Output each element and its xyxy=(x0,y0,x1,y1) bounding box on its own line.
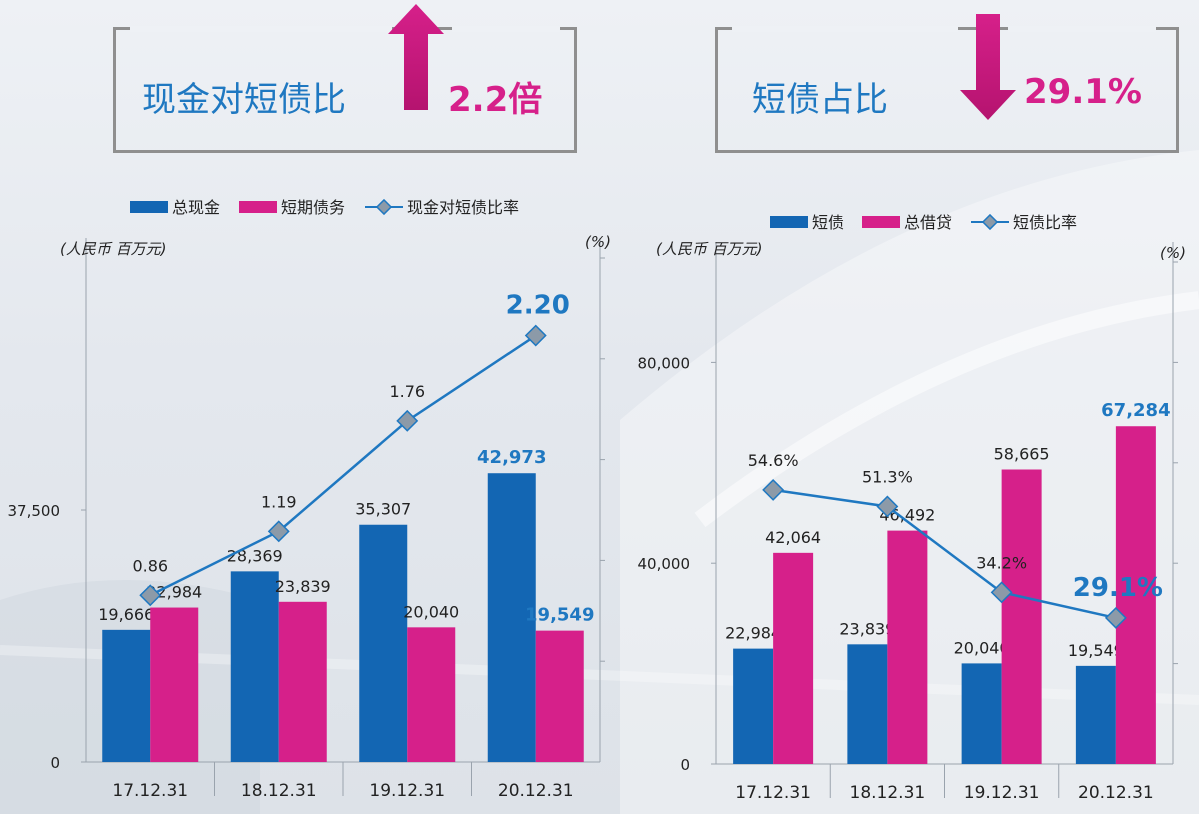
bar xyxy=(961,663,1002,764)
bar-value-label: 19,666 xyxy=(98,605,154,624)
ratio-point-label: 29.1% xyxy=(1073,573,1163,603)
y-tick-label: 0 xyxy=(680,756,690,774)
ratio-point-label: 34.2% xyxy=(976,553,1027,572)
legend-swatch xyxy=(130,201,168,213)
ratio-line xyxy=(149,334,537,597)
bar xyxy=(487,473,536,762)
bar xyxy=(102,629,151,762)
bar-value-label: 22,984 xyxy=(146,583,202,602)
bar-value-label: 42,973 xyxy=(477,447,546,468)
y-tick-label: 37,500 xyxy=(8,502,61,520)
category-label: 18.12.31 xyxy=(241,781,317,801)
bar-value-label: 19,549 xyxy=(1068,641,1124,660)
ratio-point xyxy=(267,520,290,543)
ratio-point xyxy=(876,495,899,518)
category-label: 20.12.31 xyxy=(498,781,574,801)
legend-label: 现金对短债比率 xyxy=(407,198,519,217)
kpi-frame xyxy=(715,26,1179,153)
ratio-point xyxy=(762,478,785,501)
bar xyxy=(278,601,327,762)
pct-label: (%) xyxy=(585,233,611,251)
ratio-point-label: 1.76 xyxy=(389,382,425,401)
kpi-value: 2.2倍 xyxy=(448,80,543,120)
bar-value-label: 67,284 xyxy=(1101,400,1170,421)
category-label: 19.12.31 xyxy=(369,781,445,801)
y-tick-label: 40,000 xyxy=(638,555,691,573)
ratio-point-label: 54.6% xyxy=(748,451,799,470)
bar-value-label: 19,549 xyxy=(525,605,594,626)
bar-value-label: 28,369 xyxy=(227,546,283,565)
bar-value-label: 58,665 xyxy=(994,445,1050,464)
ratio-point xyxy=(396,409,419,432)
bar xyxy=(773,552,814,764)
bar-value-label: 20,040 xyxy=(954,638,1010,657)
legend-marker xyxy=(981,213,999,231)
legend-swatch xyxy=(862,216,900,228)
kpi-cash-to-short-debt: 现金对短债比 2.2倍 xyxy=(110,0,580,160)
legend-label: 短期债务 xyxy=(281,198,345,217)
kpi-label: 现金对短债比 xyxy=(142,80,346,120)
category-label: 19.12.31 xyxy=(964,783,1040,803)
bar xyxy=(407,627,456,762)
ratio-point-label: 2.20 xyxy=(506,291,570,321)
kpi-short-debt-ratio: 短债占比 29.1% xyxy=(712,0,1182,160)
arrow-down-icon xyxy=(960,14,1016,120)
category-label: 18.12.31 xyxy=(850,783,926,803)
ratio-line xyxy=(772,488,1117,620)
legend-label: 总借贷 xyxy=(904,213,952,232)
bar-value-label: 20,040 xyxy=(403,602,459,621)
y-tick-label: 80,000 xyxy=(638,354,691,372)
legend-swatch xyxy=(239,201,277,213)
category-label: 17.12.31 xyxy=(735,783,811,803)
bar-value-label: 23,839 xyxy=(839,619,895,638)
pct-label: (%) xyxy=(1160,244,1186,262)
bar xyxy=(847,644,888,764)
bar xyxy=(230,571,279,762)
bar-value-label: 42,064 xyxy=(765,528,821,547)
bar xyxy=(535,630,584,762)
bar xyxy=(1001,469,1042,764)
unit-label: (人民币 百万元) xyxy=(60,240,166,258)
legend-marker xyxy=(375,198,393,216)
bar-value-label: 35,307 xyxy=(355,500,411,519)
legend-swatch xyxy=(770,216,808,228)
ratio-point-label: 0.86 xyxy=(132,556,168,575)
ratio-point xyxy=(990,581,1013,604)
legend-label: 总现金 xyxy=(172,198,220,217)
arrow-up-icon xyxy=(388,4,444,110)
bar xyxy=(887,530,928,764)
category-label: 17.12.31 xyxy=(112,781,188,801)
legend-label: 短债比率 xyxy=(1013,213,1077,232)
kpi-frame xyxy=(113,26,577,153)
bar xyxy=(150,607,199,762)
kpi-value: 29.1% xyxy=(1024,72,1142,112)
unit-label: (人民币 百万元) xyxy=(656,240,762,258)
bar xyxy=(733,648,774,764)
legend-label: 短债 xyxy=(812,213,844,232)
ratio-point xyxy=(1104,606,1127,629)
bar-value-label: 23,839 xyxy=(275,577,331,596)
ratio-point-label: 1.19 xyxy=(261,492,297,511)
bar xyxy=(1075,665,1116,764)
kpi-label: 短债占比 xyxy=(752,80,888,120)
category-label: 20.12.31 xyxy=(1078,783,1154,803)
y-tick-label: 0 xyxy=(50,754,60,772)
ratio-point xyxy=(139,584,162,607)
ratio-point xyxy=(524,324,547,347)
bar xyxy=(359,524,408,762)
bar-value-label: 22,984 xyxy=(725,624,781,643)
ratio-point-label: 51.3% xyxy=(862,467,913,486)
bar xyxy=(1115,426,1156,764)
